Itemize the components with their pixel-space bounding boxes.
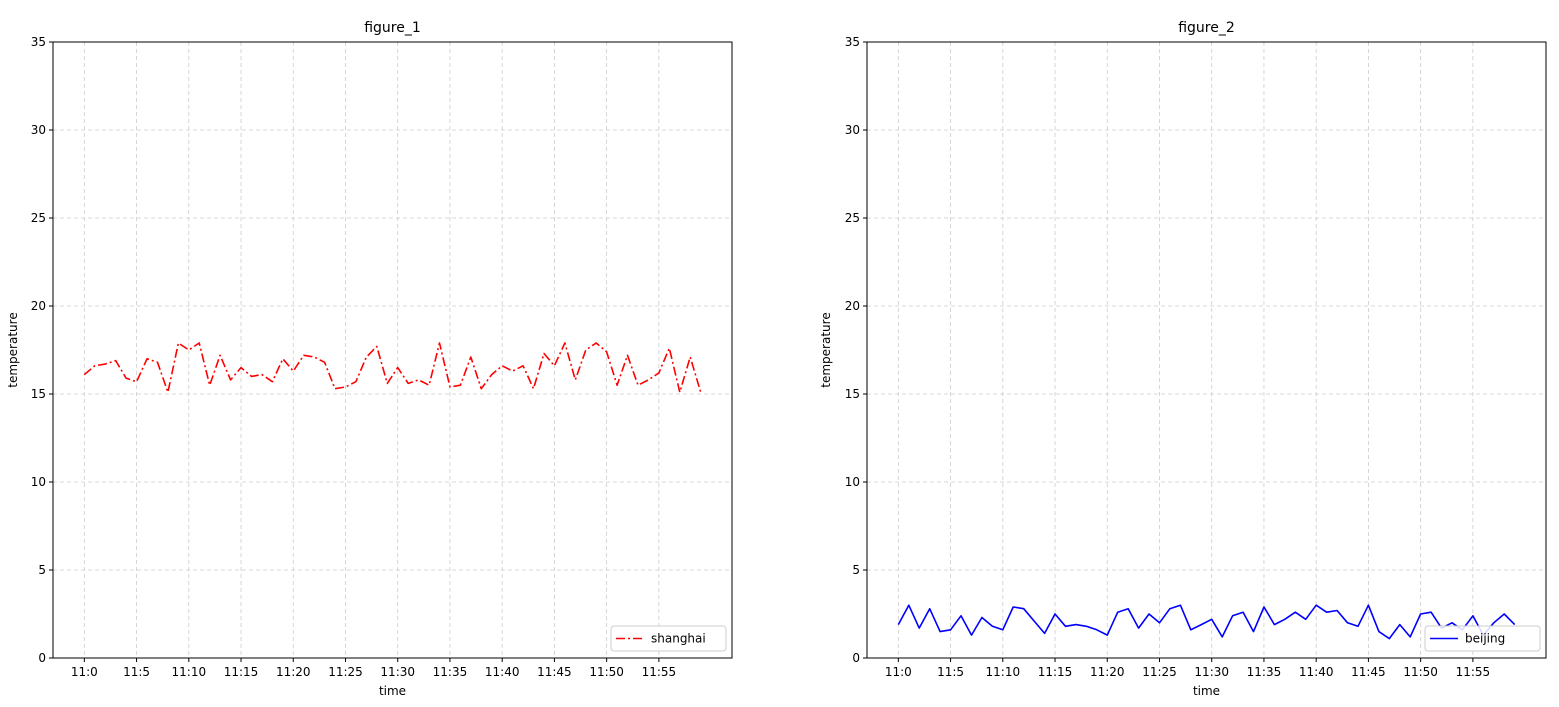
x-tick-label: 11:50	[1403, 665, 1438, 679]
y-tick-label: 30	[31, 123, 46, 137]
chart-title: figure_2	[1178, 20, 1235, 36]
chart-title: figure_1	[364, 20, 421, 36]
y-tick-label: 0	[38, 651, 46, 665]
x-tick-label: 11:20	[1090, 665, 1125, 679]
chart-panel-2: 0 5 10 15 20 25 30 35 11:0 11:5 11:10 11:15 11:20 11:…	[819, 20, 1547, 698]
x-tick-label: 11:5	[937, 665, 964, 679]
x-tick-label: 11:0	[885, 665, 912, 679]
x-tick-label: 11:35	[433, 665, 468, 679]
x-tick-label: 11:40	[1299, 665, 1334, 679]
x-tick-label: 11:10	[172, 665, 207, 679]
x-tick-label: 11:15	[224, 665, 259, 679]
x-tick-label: 11:30	[1194, 665, 1229, 679]
y-axis-label: temperature	[6, 312, 20, 387]
legend-box	[1424, 625, 1541, 652]
x-tick-label: 11:5	[123, 665, 150, 679]
series-line-beijing	[897, 604, 1516, 640]
y-tick-label: 15	[31, 387, 46, 401]
plot-frame	[52, 41, 733, 659]
y-tick-label: 25	[31, 211, 46, 225]
y-axis-label: temperature	[819, 312, 833, 387]
x-axis-label: time	[379, 684, 406, 698]
x-tick-label: 11:15	[1038, 665, 1073, 679]
series-line-shanghai	[83, 342, 702, 394]
y-tick-label: 10	[31, 475, 46, 489]
y-tick-label: 20	[31, 299, 46, 313]
x-tick-label: 11:45	[1351, 665, 1386, 679]
y-tick-label: 15	[845, 387, 860, 401]
y-tick-label: 35	[845, 35, 860, 49]
x-tick-label: 11:55	[1456, 665, 1491, 679]
y-tick-label: 35	[31, 35, 46, 49]
legend-box	[610, 625, 727, 652]
x-axis-label: time	[1193, 684, 1220, 698]
legend-label: shanghai	[651, 632, 706, 646]
chart-panel-1: 0 5 10 15 20 25 30 35 11:0 11:5 11:10 11:15 11:20 11:…	[6, 20, 733, 698]
x-tick-label: 11:10	[986, 665, 1021, 679]
plot-frame	[866, 41, 1547, 659]
legend-label: beijing	[1465, 632, 1505, 646]
y-tick-label: 5	[852, 563, 860, 577]
x-tick-label: 11:20	[276, 665, 311, 679]
x-tick-label: 11:55	[642, 665, 677, 679]
x-tick-label: 11:30	[380, 665, 415, 679]
y-tick-label: 25	[845, 211, 860, 225]
y-tick-label: 5	[38, 563, 46, 577]
x-tick-label: 11:25	[328, 665, 363, 679]
x-tick-label: 11:45	[537, 665, 572, 679]
x-tick-label: 11:35	[1247, 665, 1282, 679]
y-tick-label: 20	[845, 299, 860, 313]
y-tick-label: 30	[845, 123, 860, 137]
y-tick-label: 10	[845, 475, 860, 489]
y-tick-label: 0	[852, 651, 860, 665]
x-tick-label: 11:50	[589, 665, 624, 679]
x-tick-label: 11:40	[485, 665, 520, 679]
x-tick-label: 11:0	[71, 665, 98, 679]
x-tick-label: 11:25	[1142, 665, 1177, 679]
